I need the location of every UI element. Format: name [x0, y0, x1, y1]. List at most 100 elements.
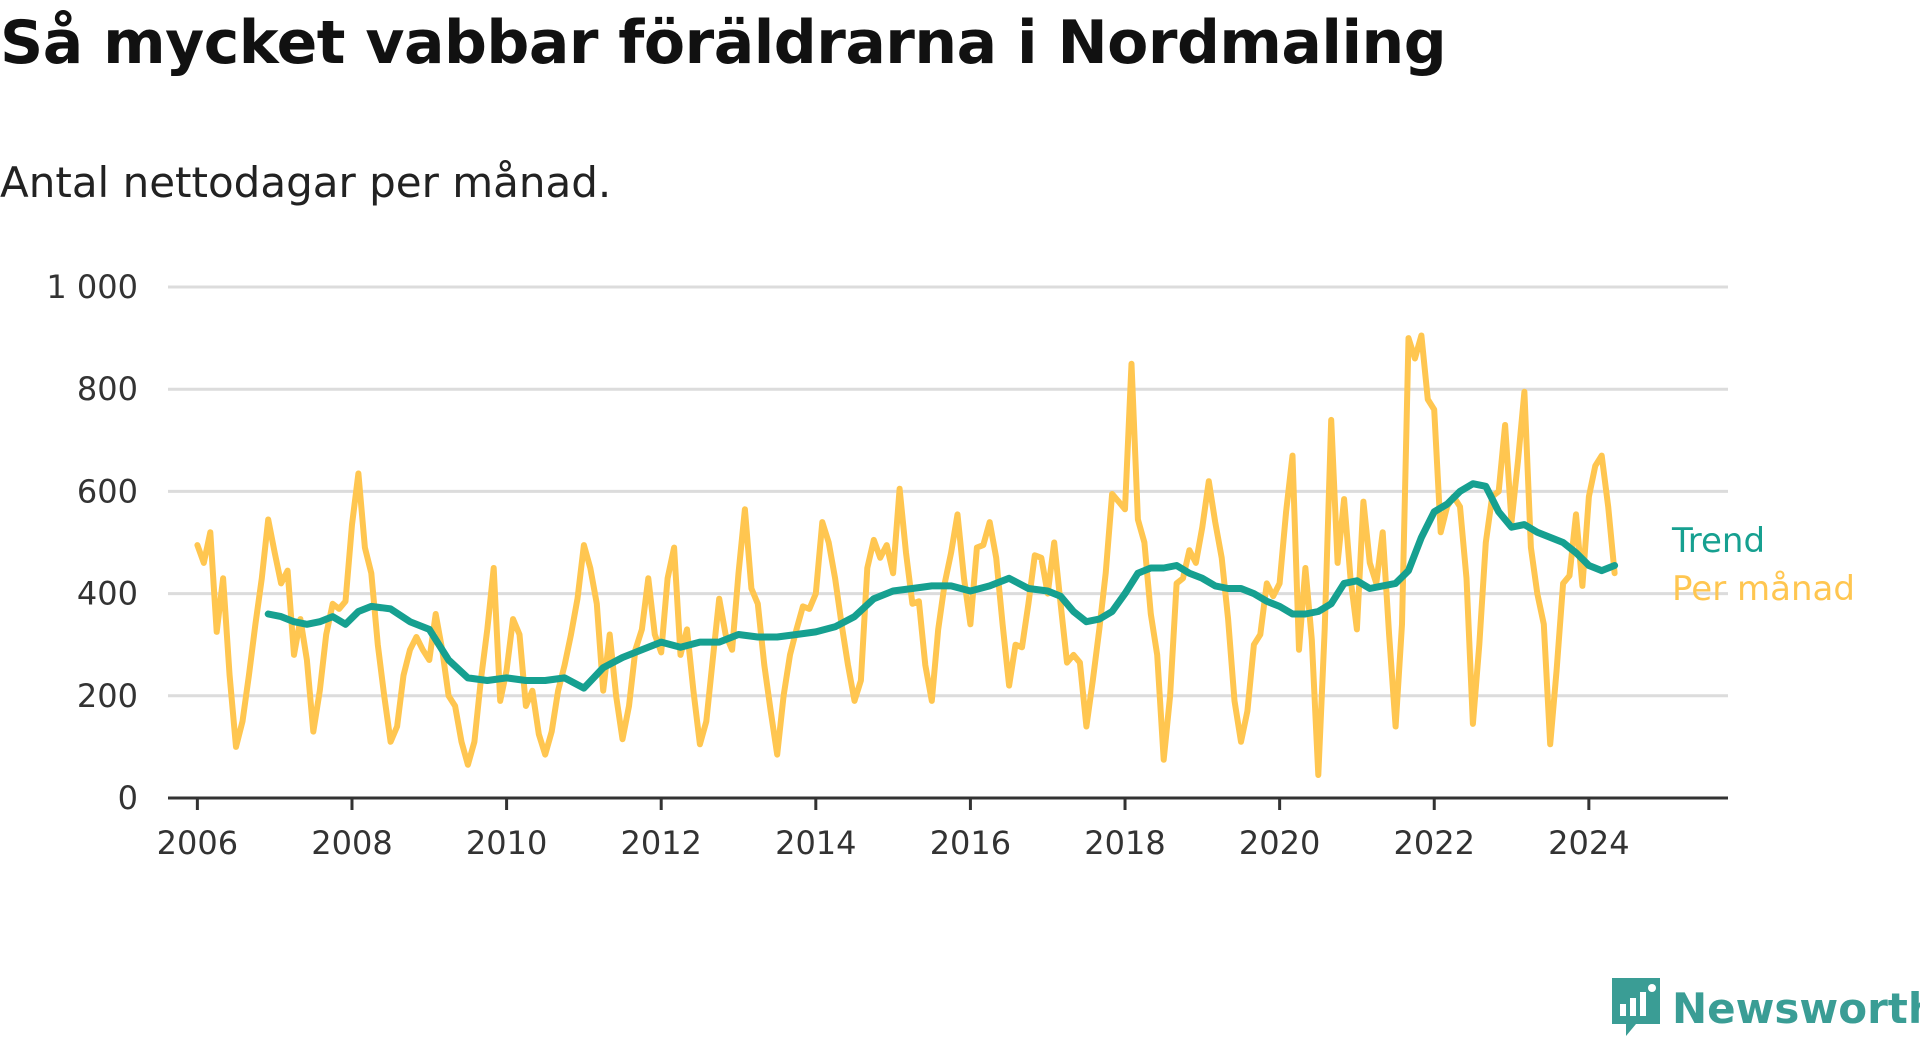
data-point: [776, 754, 778, 756]
data-point: [1446, 503, 1448, 505]
data-point: [744, 508, 746, 510]
data-point: [1343, 498, 1345, 500]
data-point: [1156, 654, 1158, 656]
data-point: [544, 679, 546, 682]
data-point: [196, 544, 198, 546]
data-point: [1324, 628, 1326, 631]
data-point: [969, 623, 972, 625]
data-point: [937, 628, 939, 631]
data-point: [1382, 531, 1384, 533]
data-point: [667, 577, 669, 579]
data-point: [1111, 493, 1113, 495]
data-point: [866, 567, 868, 569]
chart-title: Så mycket vabbar föräldrarna i Nordmalin…: [0, 8, 1447, 78]
data-point: [1201, 577, 1203, 579]
data-point: [1002, 623, 1004, 625]
data-point: [1259, 633, 1261, 636]
data-point: [1195, 562, 1197, 564]
data-point: [1614, 564, 1616, 567]
data-point: [647, 577, 649, 579]
data-point: [1395, 725, 1397, 728]
data-point: [757, 636, 759, 638]
data-point: [486, 679, 488, 682]
data-point: [1246, 710, 1248, 712]
data-point: [1510, 526, 1513, 528]
data-point: [525, 679, 527, 682]
data-point: [815, 631, 817, 633]
data-point: [892, 572, 894, 574]
data-point: [1478, 644, 1480, 646]
data-point: [1279, 582, 1281, 585]
data-point: [448, 659, 450, 661]
data-point: [267, 613, 269, 615]
data-point: [873, 598, 875, 600]
data-point: [396, 725, 398, 728]
data-point: [1150, 567, 1152, 569]
data-point: [564, 677, 566, 679]
data-point: [1337, 562, 1339, 564]
data-point: [821, 521, 823, 523]
data-point: [911, 603, 914, 605]
data-point: [692, 690, 695, 692]
data-point: [576, 598, 579, 600]
data-point: [1343, 582, 1345, 585]
data-point: [963, 577, 965, 579]
data-point: [370, 605, 372, 608]
data-point: [1040, 557, 1042, 559]
x-tick-label: 2014: [775, 824, 856, 862]
x-tick-label: 2016: [930, 824, 1011, 862]
data-point: [1279, 605, 1281, 608]
data-point: [1253, 593, 1255, 595]
data-point: [1085, 621, 1087, 623]
data-point: [1130, 363, 1133, 365]
data-point: [886, 544, 888, 546]
data-point: [467, 677, 469, 679]
data-point: [641, 628, 643, 631]
data-point: [583, 687, 585, 689]
data-point: [415, 636, 417, 638]
data-point: [499, 700, 501, 702]
data-point: [409, 621, 411, 623]
data-point: [1549, 536, 1551, 539]
data-point: [673, 547, 675, 549]
data-point: [1433, 409, 1435, 411]
data-point: [454, 705, 456, 707]
data-point: [1008, 685, 1010, 687]
data-point: [1536, 531, 1538, 533]
data-point: [235, 746, 237, 748]
data-point: [1137, 572, 1139, 574]
data-point: [879, 557, 881, 559]
data-point: [1588, 564, 1590, 567]
data-point: [1060, 595, 1062, 597]
data-point: [679, 654, 682, 656]
data-point: [1240, 587, 1242, 590]
data-point: [512, 618, 514, 620]
data-point: [789, 654, 791, 656]
data-point: [1291, 455, 1294, 457]
data-point: [460, 741, 463, 743]
data-point: [1188, 572, 1190, 574]
data-point: [1562, 541, 1564, 544]
data-point: [1150, 613, 1152, 615]
data-point: [1079, 662, 1081, 664]
data-point: [1517, 460, 1519, 462]
data-point: [390, 741, 392, 743]
data-point: [1027, 587, 1029, 590]
data-point: [1330, 603, 1332, 605]
y-tick-label: 0: [118, 779, 138, 817]
data-point: [628, 705, 630, 707]
data-point: [506, 669, 508, 671]
data-point: [1188, 549, 1190, 551]
data-point: [924, 664, 926, 666]
data-point: [306, 623, 308, 625]
data-point: [1556, 669, 1558, 671]
data-point: [1575, 552, 1577, 554]
data-point: [1530, 547, 1532, 549]
data-point: [1465, 577, 1468, 579]
data-point: [1472, 483, 1474, 485]
data-point: [248, 674, 250, 677]
data-point: [280, 616, 282, 618]
data-point: [1485, 485, 1487, 487]
data-point: [319, 621, 321, 623]
